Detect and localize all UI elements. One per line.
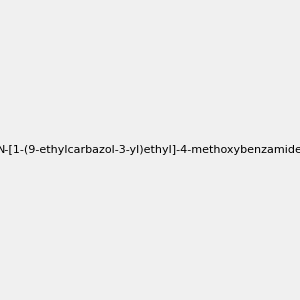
Text: N-[1-(9-ethylcarbazol-3-yl)ethyl]-4-methoxybenzamide: N-[1-(9-ethylcarbazol-3-yl)ethyl]-4-meth… (0, 145, 300, 155)
